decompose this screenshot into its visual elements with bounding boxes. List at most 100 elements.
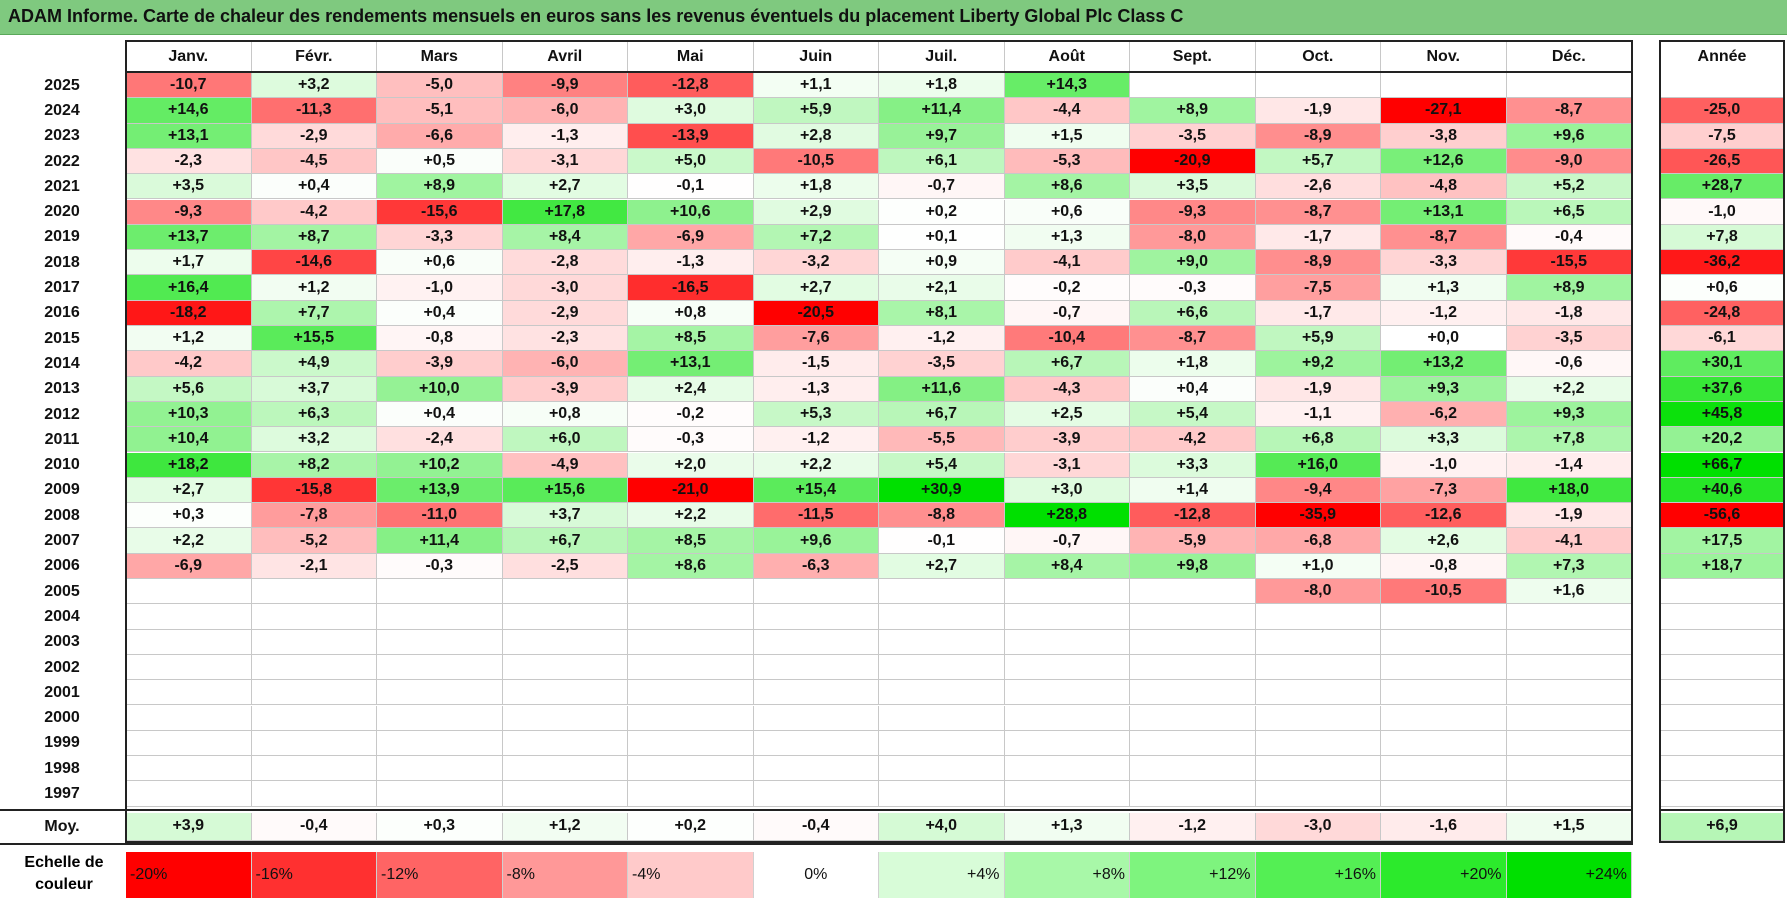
heatmap-cell (251, 680, 377, 706)
heatmap-cell (1506, 73, 1632, 99)
heatmap-cell: -6,0 (502, 98, 628, 124)
heatmap-cell: +1,2 (251, 275, 377, 301)
heatmap-cell: -1,7 (1255, 224, 1381, 251)
heatmap-cell: +28,8 (1004, 503, 1130, 529)
heatmap-cell: +6,3 (251, 401, 377, 428)
heatmap-cell (502, 680, 628, 706)
heatmap-cell: +8,6 (628, 553, 754, 579)
heatmap-cell: -8,7 (1255, 199, 1381, 225)
heatmap-cell (628, 604, 754, 630)
heatmap-cell: +1,3 (1004, 224, 1130, 251)
heatmap-cell: +5,6 (126, 376, 252, 402)
heatmap-cell: -8,0 (1130, 224, 1256, 251)
heatmap-cell: +15,5 (251, 326, 377, 352)
average-cell: -1,2 (1130, 812, 1256, 841)
heatmap-cell (1255, 730, 1381, 757)
heatmap-cell (1130, 730, 1256, 757)
heatmap-cell: +0,4 (377, 401, 503, 428)
year-total-header: Année (1697, 47, 1747, 65)
chart-title: ADAM Informe. Carte de chaleur des rende… (8, 6, 1184, 26)
month-header: Mai (628, 42, 754, 71)
heatmap-cell (377, 604, 503, 630)
heatmap-cell: +2,4 (628, 376, 754, 402)
heatmap-cell: -4,2 (1130, 427, 1256, 453)
heatmap-cell: -35,9 (1255, 503, 1381, 529)
heatmap-cell (753, 579, 879, 605)
header-rule (125, 71, 1633, 73)
heatmap-cell: +3,3 (1381, 427, 1507, 453)
heatmap-cell (377, 629, 503, 655)
heatmap-cell: +8,2 (251, 452, 377, 478)
heatmap-cell (377, 705, 503, 731)
heatmap-cell (126, 604, 252, 630)
heatmap-cell (753, 629, 879, 655)
year-label: 2018 (44, 253, 80, 271)
heatmap-cell: +0,4 (377, 300, 503, 326)
heatmap-cell (126, 629, 252, 655)
heatmap-cell: +10,6 (628, 199, 754, 225)
heatmap-cell: -5,5 (879, 427, 1005, 453)
heatmap-cell: +2,2 (628, 503, 754, 529)
heatmap-cell: -0,8 (1381, 553, 1507, 579)
year-total-cell (1660, 629, 1784, 655)
heatmap-cell: -0,6 (1506, 351, 1632, 377)
heatmap-cell: +7,8 (1506, 427, 1632, 453)
heatmap-cell (126, 781, 252, 807)
heatmap-cell: +13,1 (628, 351, 754, 377)
average-cell: +0,3 (377, 812, 503, 841)
heatmap-cell: -0,4 (1506, 224, 1632, 251)
heatmap-cell: +1,7 (126, 250, 252, 276)
year-total-cell: +17,5 (1660, 528, 1784, 554)
heatmap-cell: -18,2 (126, 300, 252, 326)
heatmap-cell (628, 629, 754, 655)
heatmap-cell: +14,3 (1004, 73, 1130, 99)
heatmap-cell: -8,7 (1381, 224, 1507, 251)
heatmap-cell (1381, 705, 1507, 731)
color-scale-step: +16% (1255, 852, 1381, 898)
heatmap-cell: +3,7 (251, 376, 377, 402)
heatmap-cell (1255, 604, 1381, 630)
year-total-cell: -24,8 (1660, 300, 1784, 326)
year-label: 2020 (44, 203, 80, 221)
heatmap-cell: +3,2 (251, 427, 377, 453)
heatmap-cell: +1,4 (1130, 477, 1256, 504)
heatmap-cell: -2,1 (251, 553, 377, 579)
year-label: 2021 (44, 177, 80, 195)
heatmap-cell (126, 730, 252, 757)
heatmap-cell (502, 730, 628, 757)
heatmap-cell: +13,7 (126, 224, 252, 251)
average-year-cell: +6,9 (1660, 812, 1784, 841)
year-total-cell: +0,6 (1660, 275, 1784, 301)
heatmap-cell (879, 654, 1005, 681)
heatmap-cell: -6,8 (1255, 528, 1381, 554)
heatmap-cell: +5,9 (753, 98, 879, 124)
heatmap-cell (628, 654, 754, 681)
heatmap-cell: -7,8 (251, 503, 377, 529)
heatmap-cell: +1,8 (753, 174, 879, 200)
heatmap-cell: -4,2 (251, 199, 377, 225)
heatmap-cell: +8,7 (251, 224, 377, 251)
heatmap-cell: -0,3 (1130, 275, 1256, 301)
heatmap-cell: -7,5 (1255, 275, 1381, 301)
heatmap-cell: -0,7 (879, 174, 1005, 200)
year-label: 2007 (44, 532, 80, 550)
year-label: 2012 (44, 405, 80, 423)
heatmap-cell: +7,3 (1506, 553, 1632, 579)
heatmap-cell: +11,4 (879, 98, 1005, 124)
color-scale-step: -8% (502, 852, 628, 898)
heatmap-cell: +2,7 (126, 477, 252, 504)
heatmap-cell (1004, 604, 1130, 630)
year-total-cell: -25,0 (1660, 98, 1784, 124)
year-total-cell: +28,7 (1660, 174, 1784, 200)
heatmap-cell: -1,2 (1381, 300, 1507, 326)
heatmap-cell: -14,6 (251, 250, 377, 276)
heatmap-cell: -1,9 (1506, 503, 1632, 529)
heatmap-cell (1130, 756, 1256, 782)
heatmap-cell: -1,3 (753, 376, 879, 402)
heatmap-cell: +5,2 (1506, 174, 1632, 200)
heatmap-cell: -5,3 (1004, 148, 1130, 175)
year-label: 2025 (44, 76, 80, 94)
heatmap-cell: +0,8 (628, 300, 754, 326)
heatmap-cell: +5,7 (1255, 148, 1381, 175)
month-header: Déc. (1507, 42, 1632, 71)
